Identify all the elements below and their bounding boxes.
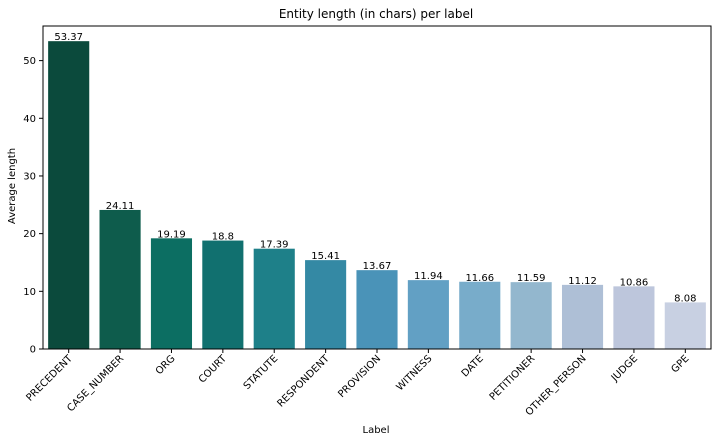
data-label: 11.59 <box>517 273 546 284</box>
data-label: 13.67 <box>363 261 392 272</box>
y-tick-label: 40 <box>23 114 36 125</box>
x-tick-label: COURT <box>197 353 230 386</box>
y-axis-label: Average length <box>7 148 18 224</box>
bar-date <box>459 281 501 349</box>
data-labels-group: 53.37 24.11 19.19 18.8 17.39 15.41 13.67 11.94 1… <box>54 32 696 304</box>
x-tick-label: RESPONDENT <box>275 353 332 410</box>
bar-precedent <box>48 41 90 350</box>
data-label: 15.41 <box>311 251 340 262</box>
x-axis-label: Label <box>363 425 390 436</box>
y-tick-label: 10 <box>23 287 36 298</box>
data-label: 11.66 <box>465 273 494 284</box>
data-label: 17.39 <box>260 240 289 251</box>
bar-provision <box>356 270 398 349</box>
x-tick-label: STATUTE <box>242 353 281 392</box>
data-label: 11.94 <box>414 271 443 282</box>
y-tick-label: 0 <box>30 345 36 356</box>
data-label: 19.19 <box>157 229 186 240</box>
y-tick-label: 30 <box>23 171 36 182</box>
bar-court <box>202 240 244 349</box>
bar-witness <box>407 280 449 349</box>
bar-gpe <box>664 302 706 349</box>
data-label: 11.12 <box>568 276 597 287</box>
y-tick-label: 50 <box>23 56 36 67</box>
data-label: 8.08 <box>674 293 696 304</box>
x-tick-label: GPE <box>669 353 691 375</box>
bar-judge <box>613 286 655 349</box>
bar-other-person <box>561 284 604 349</box>
x-tick-label: PRECEDENT <box>24 353 75 404</box>
x-tick-label: PETITIONER <box>488 353 538 403</box>
plot-frame <box>42 25 712 350</box>
bars-group <box>48 41 706 350</box>
x-tick-label: DATE <box>460 353 486 379</box>
y-axis: 0 10 20 30 40 50 <box>23 56 43 356</box>
bar-statute <box>253 248 295 349</box>
x-tick-label: WITNESS <box>395 353 435 393</box>
data-label: 53.37 <box>54 32 83 43</box>
data-label: 18.8 <box>212 232 234 243</box>
data-label: 10.86 <box>620 277 649 288</box>
x-tick-label: JUDGE <box>609 353 640 384</box>
x-tick-label: CASE_NUMBER <box>65 353 126 414</box>
data-label: 24.11 <box>106 201 135 212</box>
bar-org <box>150 238 193 349</box>
x-tick-label: PROVISION <box>336 353 383 400</box>
bar-petitioner <box>510 282 552 349</box>
x-tick-label: ORG <box>154 353 178 377</box>
y-tick-label: 20 <box>23 229 36 240</box>
bar-case-number <box>99 209 141 349</box>
bar-respondent <box>305 260 347 349</box>
chart-title: Entity length (in chars) per label <box>279 7 473 21</box>
